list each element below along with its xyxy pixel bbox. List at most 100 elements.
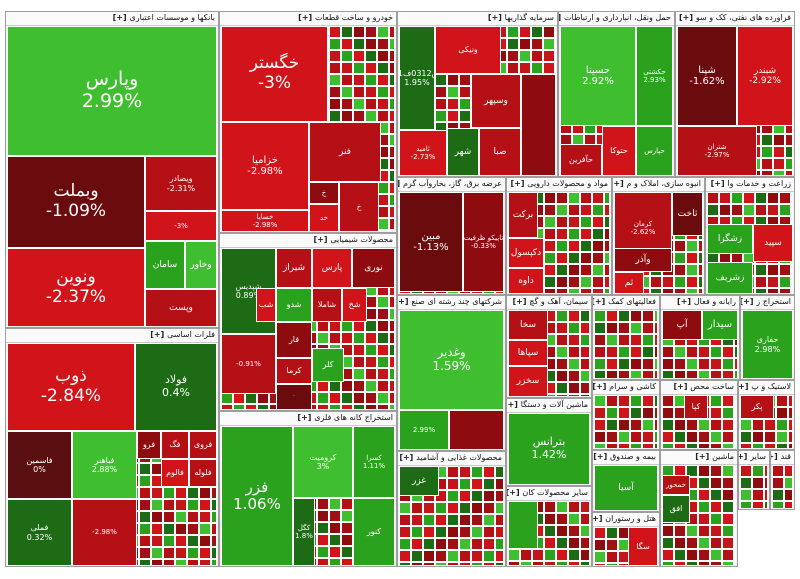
- minor-stock-cell[interactable]: [594, 322, 606, 334]
- minor-stock-cell[interactable]: [698, 370, 710, 378]
- minor-stock-cell[interactable]: [698, 513, 710, 525]
- minor-stock-cell[interactable]: [519, 62, 531, 74]
- minor-stock-cell[interactable]: [377, 26, 389, 38]
- sector-title-plastic[interactable]: لاستیک و پ [+]: [739, 381, 794, 395]
- minor-stock-cell[interactable]: [568, 358, 580, 370]
- sector-title-aux[interactable]: فعالیتهای کمک [+]: [593, 296, 659, 310]
- minor-stock-cell[interactable]: [471, 514, 483, 526]
- stock-tile[interactable]: حسینا 2.92%: [560, 26, 636, 126]
- minor-stock-cell[interactable]: [731, 204, 743, 216]
- stock-tile[interactable]: کرما: [276, 358, 312, 384]
- minor-stock-cell[interactable]: [317, 510, 329, 522]
- minor-stock-cell[interactable]: [594, 334, 606, 346]
- minor-stock-cell[interactable]: [686, 419, 698, 431]
- stock-tile[interactable]: ونیکی: [435, 26, 501, 74]
- stock-tile[interactable]: ثاخت: [672, 192, 703, 236]
- minor-stock-cell[interactable]: [139, 535, 151, 547]
- minor-stock-cell[interactable]: [377, 368, 389, 380]
- minor-stock-cell[interactable]: [686, 431, 698, 443]
- minor-stock-cell[interactable]: [389, 74, 395, 86]
- expand-icon[interactable]: [+]: [150, 330, 168, 339]
- minor-stock-cell[interactable]: [519, 26, 531, 38]
- minor-stock-cell[interactable]: [365, 98, 377, 110]
- minor-stock-cell[interactable]: [592, 276, 604, 288]
- stock-tile[interactable]: فار: [276, 322, 312, 358]
- minor-stock-cell[interactable]: [722, 419, 734, 431]
- minor-stock-cell[interactable]: [734, 537, 736, 549]
- minor-stock-cell[interactable]: [642, 370, 654, 378]
- minor-stock-cell[interactable]: [389, 308, 395, 320]
- expand-icon[interactable]: [+]: [559, 13, 564, 22]
- minor-stock-cell[interactable]: [508, 549, 520, 561]
- minor-stock-cell[interactable]: [519, 38, 531, 50]
- minor-stock-cell[interactable]: [175, 547, 187, 559]
- minor-stock-cell[interactable]: [580, 204, 592, 216]
- minor-stock-cell[interactable]: [764, 501, 768, 508]
- minor-stock-cell[interactable]: [630, 358, 642, 370]
- minor-stock-cell[interactable]: [471, 478, 483, 490]
- stock-tile[interactable]: سپاها: [508, 340, 548, 366]
- minor-stock-cell[interactable]: [568, 334, 580, 346]
- stock-tile[interactable]: حآفرین: [560, 144, 602, 175]
- minor-stock-cell[interactable]: [710, 489, 722, 501]
- minor-stock-cell[interactable]: [389, 134, 395, 146]
- minor-stock-cell[interactable]: [507, 50, 519, 62]
- minor-stock-cell[interactable]: [556, 525, 568, 537]
- stock-tile[interactable]: شپنا -1.62%: [677, 26, 737, 126]
- minor-stock-cell[interactable]: [389, 356, 395, 368]
- minor-stock-cell[interactable]: [435, 110, 447, 122]
- minor-stock-cell[interactable]: [604, 252, 610, 264]
- minor-stock-cell[interactable]: [329, 98, 341, 110]
- minor-stock-cell[interactable]: [435, 538, 447, 550]
- minor-stock-cell[interactable]: [447, 550, 459, 562]
- minor-stock-cell[interactable]: [734, 358, 738, 370]
- minor-stock-cell[interactable]: [662, 561, 674, 565]
- minor-stock-cell[interactable]: [139, 463, 151, 475]
- minor-stock-cell[interactable]: [519, 50, 531, 62]
- minor-stock-cell[interactable]: [544, 216, 556, 228]
- minor-stock-cell[interactable]: [734, 525, 736, 537]
- minor-stock-cell[interactable]: [580, 264, 592, 276]
- minor-stock-cell[interactable]: [710, 346, 722, 358]
- minor-stock-cell[interactable]: [722, 395, 734, 407]
- minor-stock-cell[interactable]: [767, 276, 779, 288]
- minor-stock-cell[interactable]: [776, 407, 788, 419]
- minor-stock-cell[interactable]: [447, 526, 459, 538]
- minor-stock-cell[interactable]: [459, 478, 471, 490]
- minor-stock-cell[interactable]: [568, 204, 580, 216]
- minor-stock-cell[interactable]: [459, 550, 471, 562]
- stock-tile[interactable]: حتوکا: [602, 126, 636, 175]
- sector-title-utility[interactable]: عرضه برق، گاز، بخاروآب گرم [+]: [398, 178, 505, 192]
- sector-title-build[interactable]: ساخت محص [+]: [661, 381, 737, 395]
- minor-stock-cell[interactable]: [618, 334, 630, 346]
- minor-stock-cell[interactable]: [175, 487, 187, 499]
- minor-stock-cell[interactable]: [423, 562, 435, 565]
- minor-stock-cell[interactable]: [686, 443, 698, 448]
- minor-stock-cell[interactable]: [341, 86, 353, 98]
- minor-stock-cell[interactable]: [791, 264, 793, 276]
- minor-stock-cell[interactable]: [630, 419, 642, 431]
- minor-stock-cell[interactable]: [686, 358, 698, 370]
- stock-tile[interactable]: پارس: [312, 248, 352, 288]
- minor-stock-cell[interactable]: [662, 419, 674, 431]
- minor-stock-cell[interactable]: [654, 346, 658, 358]
- minor-stock-cell[interactable]: [734, 549, 736, 561]
- minor-stock-cell[interactable]: [353, 110, 365, 122]
- minor-stock-cell[interactable]: [317, 546, 329, 558]
- stock-tile[interactable]: -0.91%: [221, 334, 276, 394]
- minor-stock-cell[interactable]: [568, 216, 580, 228]
- minor-stock-cell[interactable]: [317, 498, 329, 510]
- minor-stock-cell[interactable]: [341, 26, 353, 38]
- minor-stock-cell[interactable]: [556, 276, 568, 288]
- minor-stock-cell[interactable]: [544, 252, 556, 264]
- minor-stock-cell[interactable]: [710, 477, 722, 489]
- minor-stock-cell[interactable]: [317, 534, 329, 546]
- minor-stock-cell[interactable]: [654, 443, 658, 448]
- minor-stock-cell[interactable]: [772, 465, 784, 477]
- sector-title-chem[interactable]: محصولات شیمیایی [+]: [220, 234, 396, 248]
- minor-stock-cell[interactable]: [722, 489, 734, 501]
- minor-stock-cell[interactable]: [341, 50, 353, 62]
- minor-stock-cell[interactable]: [734, 501, 736, 513]
- stock-tile[interactable]: وپارس 2.99%: [7, 26, 217, 156]
- minor-stock-cell[interactable]: [606, 551, 618, 563]
